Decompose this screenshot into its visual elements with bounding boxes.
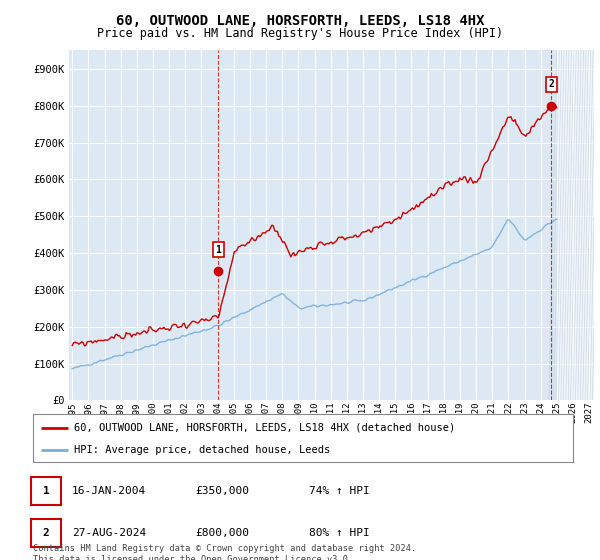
Text: 16-JAN-2004: 16-JAN-2004 [72, 487, 146, 496]
Text: 60, OUTWOOD LANE, HORSFORTH, LEEDS, LS18 4HX (detached house): 60, OUTWOOD LANE, HORSFORTH, LEEDS, LS18… [74, 423, 455, 433]
Text: £800,000: £800,000 [195, 529, 249, 538]
Text: 27-AUG-2024: 27-AUG-2024 [72, 529, 146, 538]
Text: Contains HM Land Registry data © Crown copyright and database right 2024.
This d: Contains HM Land Registry data © Crown c… [33, 544, 416, 560]
Text: Price paid vs. HM Land Registry's House Price Index (HPI): Price paid vs. HM Land Registry's House … [97, 27, 503, 40]
Text: HPI: Average price, detached house, Leeds: HPI: Average price, detached house, Leed… [74, 445, 330, 455]
Text: 60, OUTWOOD LANE, HORSFORTH, LEEDS, LS18 4HX: 60, OUTWOOD LANE, HORSFORTH, LEEDS, LS18… [116, 14, 484, 28]
Text: 74% ↑ HPI: 74% ↑ HPI [309, 487, 370, 496]
Text: 1: 1 [43, 487, 50, 496]
Text: 80% ↑ HPI: 80% ↑ HPI [309, 529, 370, 538]
Text: 2: 2 [548, 79, 554, 89]
Text: 2: 2 [43, 529, 50, 538]
Text: 1: 1 [215, 245, 221, 255]
Text: £350,000: £350,000 [195, 487, 249, 496]
